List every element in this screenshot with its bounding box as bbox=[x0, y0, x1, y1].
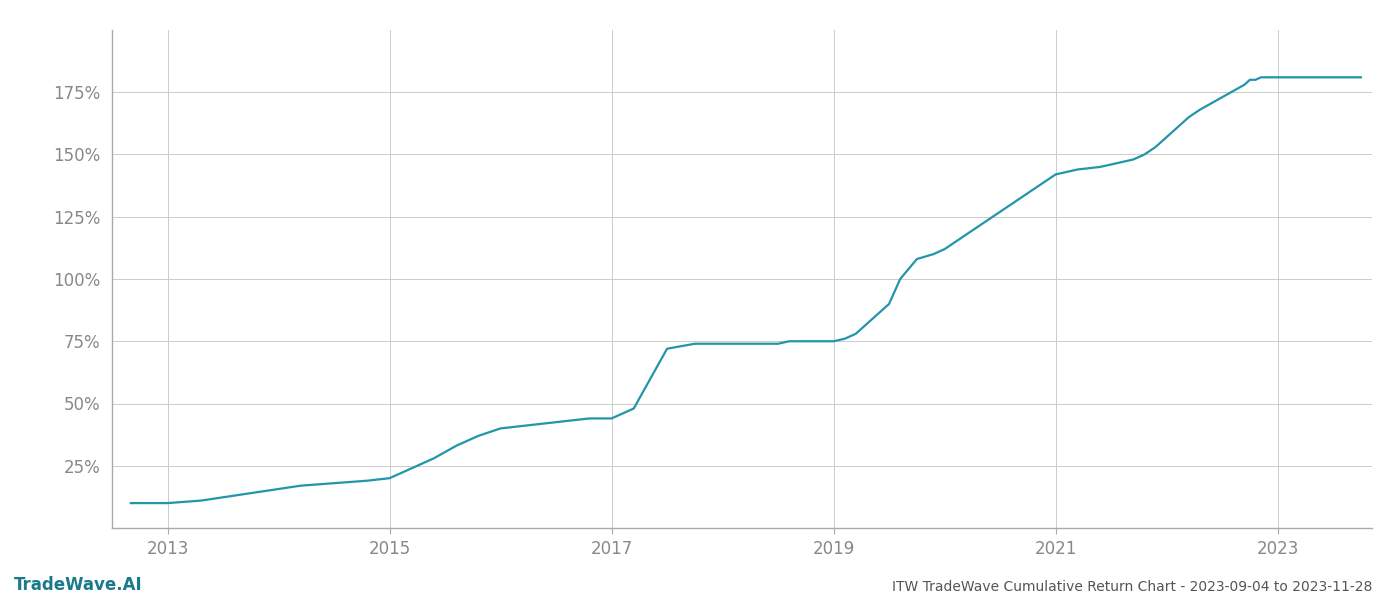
Text: ITW TradeWave Cumulative Return Chart - 2023-09-04 to 2023-11-28: ITW TradeWave Cumulative Return Chart - … bbox=[892, 580, 1372, 594]
Text: TradeWave.AI: TradeWave.AI bbox=[14, 576, 143, 594]
